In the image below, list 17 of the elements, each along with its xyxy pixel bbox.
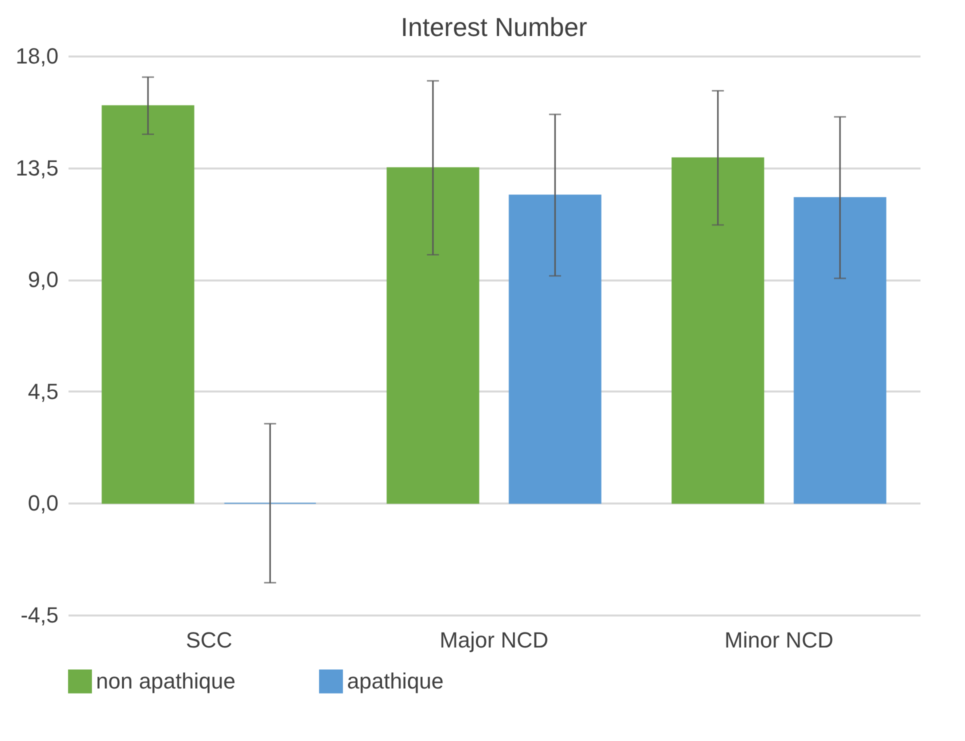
y-tick-label: 18,0 xyxy=(16,44,58,68)
y-tick-label: 13,5 xyxy=(16,155,58,180)
legend-label: non apathique xyxy=(96,668,236,694)
x-tick-label: SCC xyxy=(186,628,232,652)
bar xyxy=(672,157,764,504)
y-tick-label: 9,0 xyxy=(28,267,58,292)
chart-title: Interest Number xyxy=(400,12,588,42)
bar xyxy=(102,105,194,504)
bar xyxy=(794,197,886,504)
y-tick-label: 0,0 xyxy=(28,490,58,516)
bar xyxy=(386,167,480,504)
x-tick-label: Major NCD xyxy=(440,628,548,652)
y-tick-label: 4,5 xyxy=(28,378,58,404)
x-tick-label: Minor NCD xyxy=(724,628,834,652)
y-tick-label: -4,5 xyxy=(20,602,58,628)
legend-label: apathique xyxy=(347,668,444,694)
bar xyxy=(508,194,602,504)
